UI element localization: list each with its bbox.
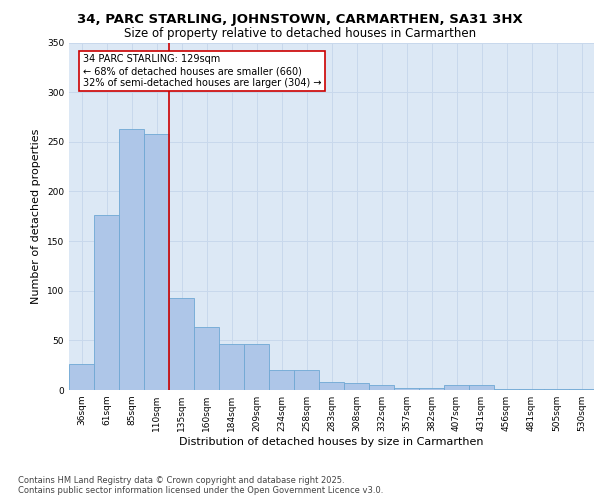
Text: Size of property relative to detached houses in Carmarthen: Size of property relative to detached ho… bbox=[124, 28, 476, 40]
Bar bbox=[369, 385, 394, 390]
Bar bbox=[544, 389, 569, 390]
Bar bbox=[169, 298, 194, 390]
Bar bbox=[469, 385, 494, 390]
Bar bbox=[94, 216, 119, 390]
Bar bbox=[394, 388, 419, 390]
Bar bbox=[219, 344, 244, 390]
X-axis label: Distribution of detached houses by size in Carmarthen: Distribution of detached houses by size … bbox=[179, 437, 484, 447]
Bar bbox=[144, 134, 169, 390]
Bar bbox=[319, 382, 344, 390]
Bar bbox=[444, 385, 469, 390]
Bar bbox=[419, 388, 444, 390]
Bar bbox=[244, 344, 269, 390]
Bar bbox=[119, 129, 144, 390]
Bar bbox=[494, 389, 519, 390]
Text: 34 PARC STARLING: 129sqm
← 68% of detached houses are smaller (660)
32% of semi-: 34 PARC STARLING: 129sqm ← 68% of detach… bbox=[83, 54, 321, 88]
Bar bbox=[344, 383, 369, 390]
Bar bbox=[519, 389, 544, 390]
Bar bbox=[269, 370, 294, 390]
Text: 34, PARC STARLING, JOHNSTOWN, CARMARTHEN, SA31 3HX: 34, PARC STARLING, JOHNSTOWN, CARMARTHEN… bbox=[77, 12, 523, 26]
Bar bbox=[294, 370, 319, 390]
Bar bbox=[569, 389, 594, 390]
Y-axis label: Number of detached properties: Number of detached properties bbox=[31, 128, 41, 304]
Text: Contains HM Land Registry data © Crown copyright and database right 2025.
Contai: Contains HM Land Registry data © Crown c… bbox=[18, 476, 383, 495]
Bar bbox=[194, 328, 219, 390]
Bar bbox=[69, 364, 94, 390]
